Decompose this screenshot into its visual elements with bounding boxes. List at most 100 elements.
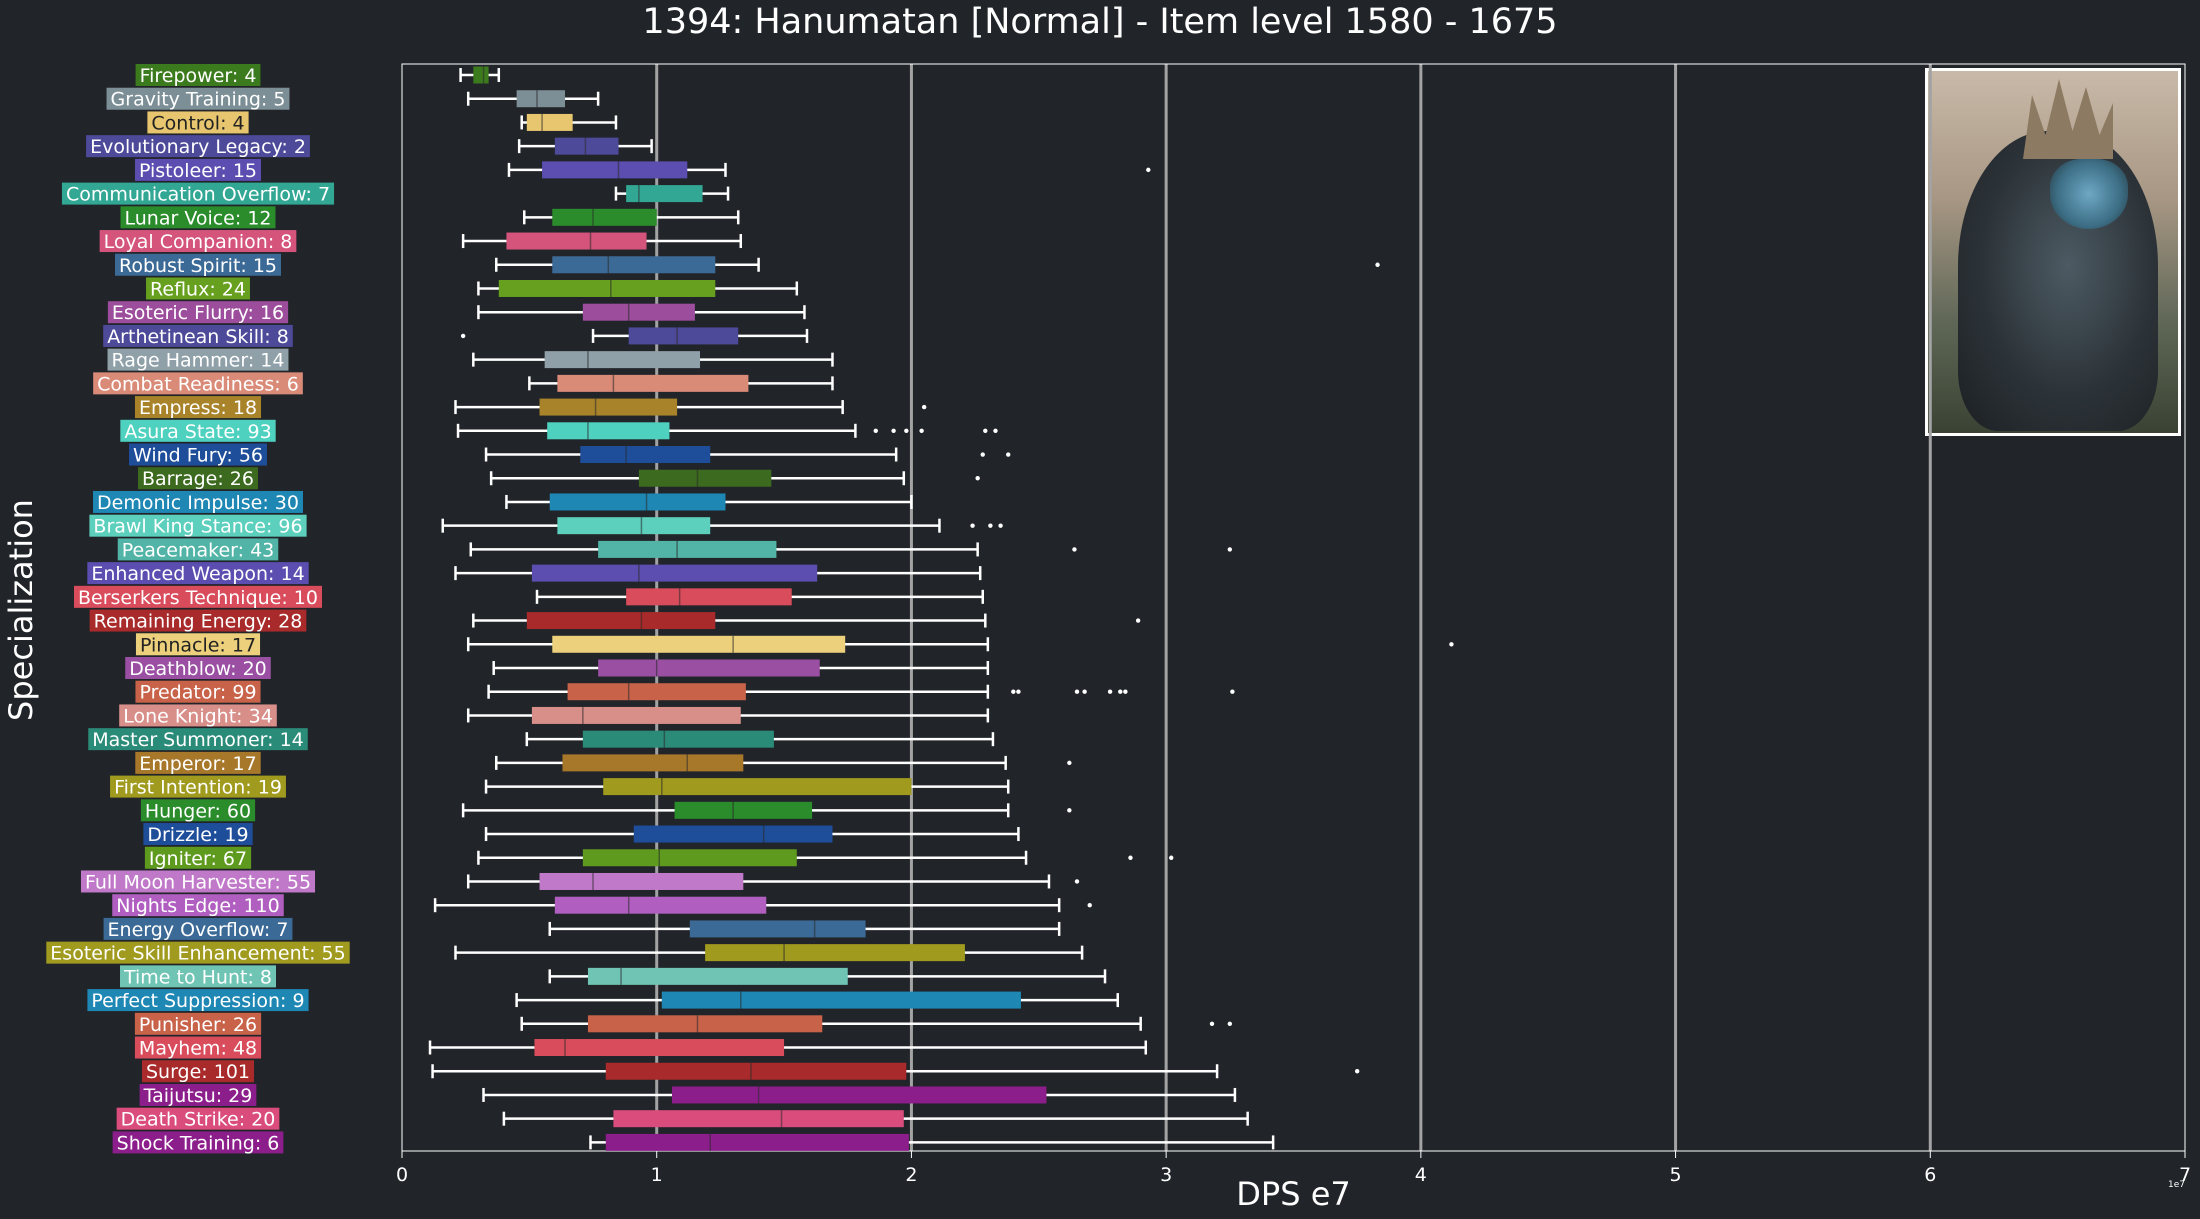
category-label: Berserkers Technique: 10 (74, 585, 322, 609)
category-label-bg (110, 775, 286, 798)
category-label-bg (138, 467, 258, 490)
category-label-text: Death Strike: 20 (121, 1109, 276, 1131)
outlier-point (1016, 689, 1021, 694)
category-label-bg (143, 823, 253, 846)
category-label-text: Firepower: 4 (140, 65, 257, 87)
category-label-bg (112, 894, 284, 917)
x-tick-label: 7 (2179, 1164, 2191, 1186)
x-tick-label: 0 (396, 1164, 408, 1186)
category-label: Energy Overflow: 7 (103, 917, 293, 941)
box-row (477, 849, 1174, 867)
category-label-bg (140, 799, 256, 822)
category-label: Demonic Impulse: 30 (93, 490, 303, 514)
box-row (520, 113, 618, 131)
category-label-bg (99, 230, 297, 253)
outlier-point (1123, 689, 1128, 694)
box-row (477, 303, 806, 321)
category-label-text: Shock Training: 6 (117, 1132, 280, 1154)
x-tick-label: 1 (651, 1164, 663, 1186)
box-iqr (603, 778, 912, 796)
category-label-bg (147, 111, 249, 134)
outlier-point (1227, 1021, 1233, 1026)
category-label-bg (106, 87, 290, 110)
box-row (494, 754, 1072, 772)
outlier-point (1227, 547, 1233, 552)
category-label-text: Drizzle: 19 (147, 824, 248, 846)
portrait-face (2050, 159, 2128, 229)
outlier-point (873, 428, 878, 433)
category-label-bg (128, 443, 268, 466)
category-label-bg (88, 728, 308, 751)
category-label-text: Lone Knight: 34 (123, 705, 273, 727)
outlier-point (988, 523, 993, 528)
category-label: Igniter: 67 (144, 846, 252, 870)
category-label-text: Asura State: 93 (124, 421, 271, 443)
category-label: Perfect Suppression: 9 (87, 989, 309, 1012)
category-label-text: Pinnacle: 17 (140, 634, 256, 656)
category-label: Mayhem: 48 (134, 1036, 262, 1060)
box-iqr (526, 612, 716, 630)
outlier-point (983, 428, 988, 433)
category-label-text: Master Summoner: 14 (92, 729, 304, 751)
box-row (520, 1015, 1233, 1033)
category-label-bg (141, 1060, 255, 1083)
category-label: Deathblow: 20 (125, 657, 271, 680)
x-tick-label: 6 (1924, 1164, 1936, 1186)
category-label: Emperor: 17 (135, 751, 261, 775)
category-label: Esoteric Flurry: 16 (107, 301, 289, 324)
category-label: Loyal Companion: 8 (99, 230, 297, 253)
box-row (466, 872, 1080, 890)
category-label-text: Esoteric Flurry: 16 (112, 302, 284, 324)
category-label-text: Taijutsu: 29 (143, 1085, 253, 1107)
category-label: Punisher: 26 (134, 1012, 262, 1036)
box-iqr (539, 872, 744, 890)
box-iqr (547, 422, 670, 440)
box-iqr (628, 327, 739, 345)
category-label: Pistoleer: 15 (134, 158, 262, 182)
box-iqr (689, 920, 866, 938)
category-label-bg (80, 870, 316, 893)
category-label-bg (93, 490, 303, 513)
box-row (484, 778, 1010, 796)
box-iqr (557, 374, 749, 392)
box-row (515, 991, 1119, 1009)
box-iqr (674, 801, 813, 819)
box-row (494, 256, 1380, 274)
x-scale-note: 1e7 (2168, 1180, 2185, 1190)
outlier-point (1146, 167, 1151, 173)
category-label-text: Brawl King Stance: 96 (93, 516, 302, 538)
outlier-point (1375, 262, 1380, 267)
category-label-bg (114, 253, 282, 276)
box-row (548, 920, 1061, 938)
box-row (492, 659, 990, 677)
category-label-bg (135, 680, 261, 703)
outlier-point (1082, 689, 1087, 694)
category-label-bg (144, 846, 252, 869)
box-iqr (552, 256, 716, 274)
category-label-bg (89, 514, 307, 537)
x-tick-label: 4 (1415, 1164, 1427, 1186)
category-label-bg (134, 396, 262, 419)
category-label: Wind Fury: 56 (128, 443, 268, 467)
box-row (459, 66, 501, 84)
category-label: Asura State: 93 (120, 419, 276, 443)
outlier-point (1449, 642, 1454, 647)
category-label-text: Evolutionary Legacy: 2 (90, 136, 306, 158)
category-label: Combat Readiness: 6 (93, 372, 303, 395)
category-label-bg (87, 989, 309, 1012)
box-row (469, 540, 1233, 558)
category-label-text: Full Moon Harvester: 55 (85, 871, 311, 893)
category-label-bg (119, 704, 277, 727)
y-axis-label: Specialization (2, 499, 40, 721)
box-iqr (671, 1086, 1047, 1104)
category-label: Communication Overflow: 7 (61, 182, 335, 206)
category-label: Lone Knight: 34 (119, 704, 277, 727)
category-label: Arthetinean Skill: 8 (103, 324, 293, 348)
category-label: Predator: 99 (135, 680, 261, 704)
category-label: Peacemaker: 43 (117, 538, 279, 561)
category-label-text: Surge: 101 (146, 1061, 250, 1083)
category-label-text: Barrage: 26 (142, 468, 254, 490)
outlier-point (919, 428, 924, 433)
box-row (428, 1039, 1148, 1057)
